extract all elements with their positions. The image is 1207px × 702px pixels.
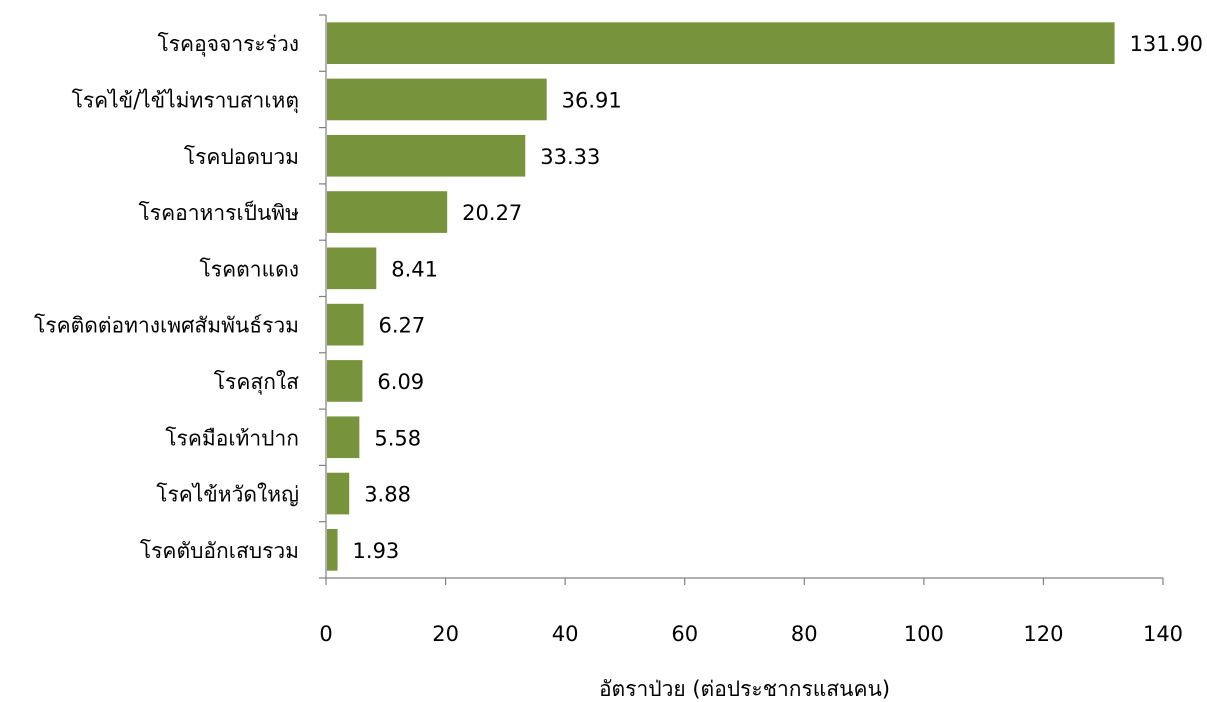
bar <box>327 416 360 459</box>
bar <box>327 472 350 515</box>
data-label: 20.27 <box>462 201 522 225</box>
x-tick-label: 100 <box>904 622 944 646</box>
data-label: 131.90 <box>1130 32 1203 56</box>
bar <box>327 303 364 346</box>
data-label: 8.41 <box>391 257 438 281</box>
category-label: โรคติดต่อทางเพศสัมพันธ์รวม <box>34 314 299 338</box>
x-tick-label: 0 <box>319 622 332 646</box>
category-label: โรคตับอักเสบรวม <box>140 539 299 563</box>
bar <box>327 529 338 571</box>
bar <box>327 78 547 121</box>
data-label: 5.58 <box>374 426 421 450</box>
data-label: 6.27 <box>378 314 425 338</box>
category-label: โรคปอดบวม <box>184 145 299 169</box>
category-label: โรคตาแดง <box>200 257 299 281</box>
category-label: โรคอาหารเป็นพิษ <box>139 199 299 225</box>
bar <box>327 360 363 402</box>
category-label: โรคสุกใส <box>214 370 299 395</box>
data-label: 33.33 <box>540 145 600 169</box>
bar <box>327 22 1115 64</box>
category-label: โรคไข้/ไข้ไม่ทราบสาเหตุ <box>72 88 299 113</box>
bar <box>327 247 377 290</box>
data-label: 1.93 <box>353 539 400 563</box>
category-label: โรคอุจจาระร่วง <box>157 32 299 57</box>
chart-marks: 0 20 40 60 80 100 120 140 โรคอุจจาระร่วง 131.90 โร… <box>34 14 1203 646</box>
x-tick-label: 20 <box>432 622 459 646</box>
data-label: 3.88 <box>364 483 411 507</box>
bar <box>327 134 526 177</box>
x-tick-label: 40 <box>552 622 579 646</box>
data-label: 36.91 <box>562 88 622 112</box>
data-label: 6.09 <box>377 370 424 394</box>
x-tick-label: 80 <box>791 622 818 646</box>
x-axis-title: อัตราป่วย (ต่อประชากรแสนคน) <box>599 677 890 701</box>
category-label: โรคไข้หวัดใหญ่ <box>156 483 299 507</box>
category-label: โรคมือเท้าปาก <box>165 426 299 450</box>
x-tick-label: 60 <box>671 622 698 646</box>
x-tick-label: 120 <box>1023 622 1063 646</box>
x-tick-label: 140 <box>1143 622 1183 646</box>
bar <box>327 191 448 233</box>
